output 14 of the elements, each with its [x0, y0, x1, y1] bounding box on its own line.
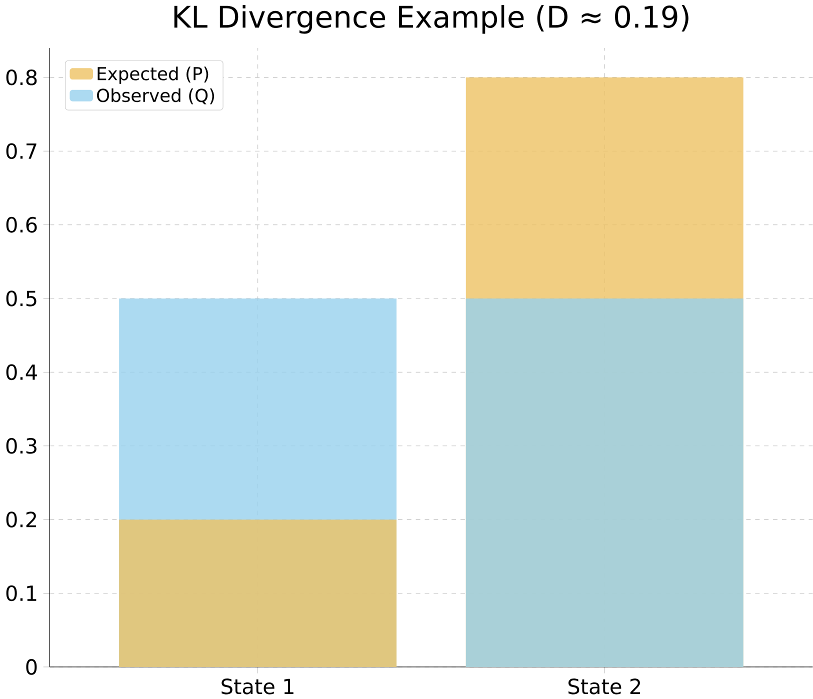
- x-tick-label: State 2: [568, 678, 640, 694]
- x-tick-label: State 1: [222, 678, 294, 694]
- y-tick-label: 0.8: [6, 69, 37, 86]
- chart-title: KL Divergence Example (D ≈ 0.19): [174, 4, 688, 34]
- y-tick-label: 0.1: [6, 585, 36, 602]
- y-tick-label: 0.7: [6, 143, 36, 159]
- y-tick-label: 0: [26, 658, 37, 675]
- y-tick-label: 0.3: [6, 438, 36, 454]
- y-tick-label: 0.5: [6, 290, 36, 306]
- y-tick-label: 0.4: [6, 364, 37, 380]
- y-tick-label: 0.2: [6, 512, 36, 528]
- legend-label: Observed (Q): [97, 88, 214, 104]
- legend-label: Expected (P): [98, 66, 208, 84]
- y-tick-label: 0.6: [6, 216, 37, 233]
